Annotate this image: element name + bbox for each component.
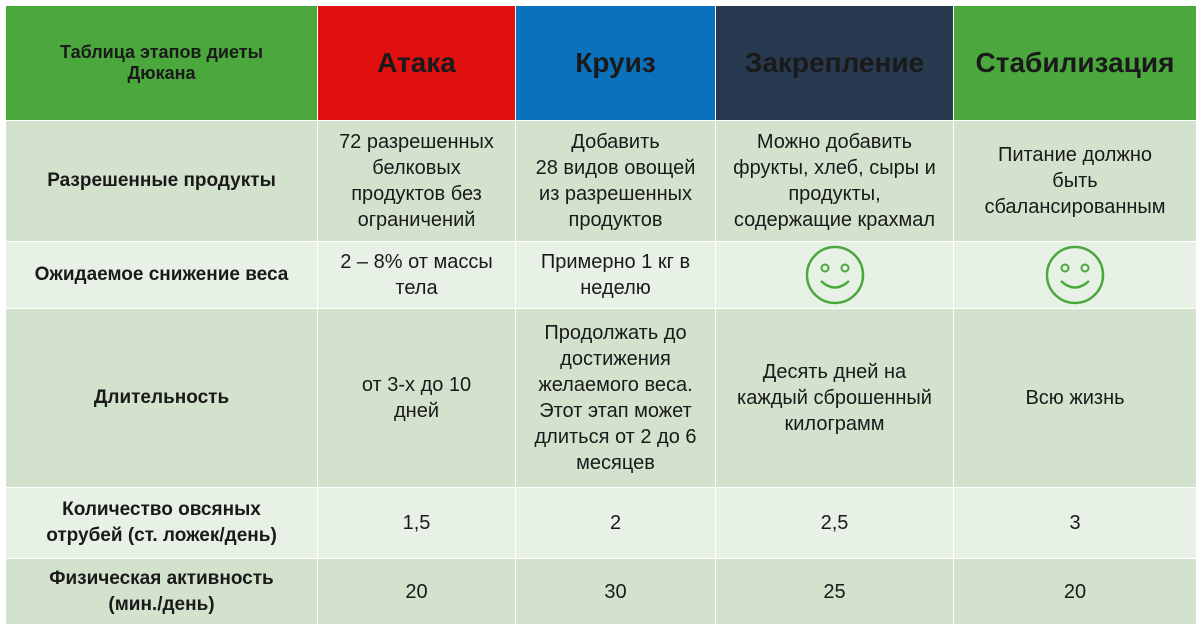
table-cell: 3 <box>953 487 1197 559</box>
table-row-duration: Длительность от 3-х до 10 дней Продолжат… <box>5 308 1197 488</box>
table-row-physical-activity: Физическая активность (мин./день) 20 30 … <box>5 558 1197 625</box>
table-cell <box>953 241 1197 309</box>
row-label: Количество овсяных отрубей (ст. ложек/де… <box>5 487 318 559</box>
row-label: Ожидаемое снижение веса <box>5 241 318 309</box>
table-cell: 20 <box>317 558 516 625</box>
table-cell: 2 – 8% от массы тела <box>317 241 516 309</box>
table-cell: 2,5 <box>715 487 954 559</box>
row-label: Разрешенные продукты <box>5 120 318 242</box>
table-cell: Всю жизнь <box>953 308 1197 488</box>
table-cell: 72 разрешенных белковых продуктов без ог… <box>317 120 516 242</box>
table-cell: Продолжать до достижения желаемого веса.… <box>515 308 716 488</box>
phase-header-cruise: Круиз <box>515 5 716 121</box>
table-row-allowed-products: Разрешенные продукты 72 разрешенных белк… <box>5 120 1197 242</box>
row-label: Длительность <box>5 308 318 488</box>
table-cell: 20 <box>953 558 1197 625</box>
dukan-diet-table: Таблица этапов диеты Дюкана Атака Круиз … <box>5 5 1197 625</box>
table-cell: 1,5 <box>317 487 516 559</box>
table-title: Таблица этапов диеты Дюкана <box>5 5 318 121</box>
smiley-icon <box>805 245 864 305</box>
phase-header-stabilization: Стабилизация <box>953 5 1197 121</box>
table-cell: Десять дней на каждый сброшенный килогра… <box>715 308 954 488</box>
table-cell: Можно добавить фрукты, хлеб, сыры и прод… <box>715 120 954 242</box>
table-cell: Питание должно быть сбалансированным <box>953 120 1197 242</box>
table-cell: 30 <box>515 558 716 625</box>
table-cell: 2 <box>515 487 716 559</box>
row-label: Физическая активность (мин./день) <box>5 558 318 625</box>
table-cell: Примерно 1 кг в неделю <box>515 241 716 309</box>
table-row-expected-weight-loss: Ожидаемое снижение веса 2 – 8% от массы … <box>5 241 1197 309</box>
table-cell: от 3-х до 10 дней <box>317 308 516 488</box>
phase-header-attack: Атака <box>317 5 516 121</box>
table-cell: 25 <box>715 558 954 625</box>
phase-header-consolidation: Закрепление <box>715 5 954 121</box>
table-cell: Добавить 28 видов овощей из разрешенных … <box>515 120 716 242</box>
smiley-icon <box>1045 245 1105 305</box>
table-cell <box>715 241 954 309</box>
table-row-oat-bran: Количество овсяных отрубей (ст. ложек/де… <box>5 487 1197 559</box>
header-row: Таблица этапов диеты Дюкана Атака Круиз … <box>5 5 1197 121</box>
